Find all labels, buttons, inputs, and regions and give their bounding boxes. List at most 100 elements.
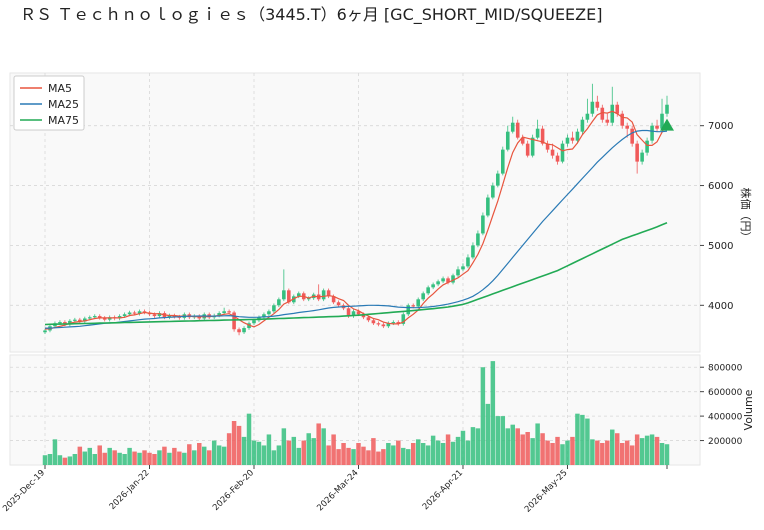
candle-body [605, 119, 610, 123]
candle-body [267, 311, 271, 315]
candle-body [501, 149, 505, 174]
volume-bar [654, 436, 660, 465]
candle-body [232, 312, 236, 330]
candle-body [530, 137, 535, 156]
volume-bar [634, 434, 640, 465]
candle-body [78, 319, 82, 322]
candle-body [635, 143, 639, 162]
candle-body [476, 233, 480, 246]
candle-body [491, 185, 495, 198]
volume-bar [351, 449, 356, 465]
candle-body [277, 299, 281, 306]
candle-body [620, 113, 625, 126]
volume-bar [206, 450, 212, 465]
legend-label: MA25 [48, 98, 79, 111]
volume-bar [545, 440, 550, 465]
volume-bar [132, 451, 137, 465]
volume-bar [316, 423, 321, 465]
legend: MA5 MA25 MA75 [13, 75, 85, 131]
volume-bar [610, 429, 615, 465]
volume-bar [445, 434, 451, 465]
candle-body [580, 119, 585, 132]
volume-bar [435, 440, 441, 465]
candle-body [625, 125, 629, 129]
volume-bar [649, 434, 655, 465]
x-tick-label: 2025-Dec-19 [1, 468, 47, 514]
volume-bar [177, 451, 182, 465]
volume-bar [505, 428, 511, 465]
volume-bar [624, 440, 630, 465]
candle-body [262, 314, 266, 318]
volume-bar [490, 361, 496, 465]
volume-bar [341, 443, 346, 465]
candle-body [401, 314, 406, 324]
legend-box [13, 75, 85, 131]
candle-body [127, 312, 132, 315]
volume-bar [525, 432, 530, 465]
candle-body [600, 107, 605, 120]
candle-body [421, 293, 425, 300]
candle-body [610, 104, 615, 123]
candle-body [650, 125, 654, 141]
volume-bar [107, 447, 112, 465]
candle-body [142, 311, 147, 313]
volume-bar [122, 454, 127, 465]
volume-bar [306, 433, 311, 465]
candle-body [361, 314, 366, 318]
candle-body [391, 322, 396, 324]
candle-body [595, 101, 600, 108]
candle-body [272, 305, 276, 312]
volume-bar [555, 436, 560, 465]
candle-body [58, 322, 62, 324]
ma-line [44, 221, 668, 326]
candle-body [565, 137, 570, 144]
candle-body [585, 113, 590, 120]
candle-body [68, 320, 72, 325]
volume-bar [246, 413, 252, 465]
volume-bar [182, 452, 187, 465]
volume-bar [87, 447, 93, 465]
volume-tick-label: 400000 [708, 413, 743, 423]
volume-bar [261, 445, 267, 465]
candle-body [525, 143, 530, 156]
volume-bar [231, 421, 237, 465]
volume-bar [152, 454, 157, 465]
y-tick-label: 7000 [708, 121, 733, 132]
legend-label: MA5 [48, 82, 72, 95]
volume-bar [251, 440, 257, 465]
volume-bar [77, 446, 83, 465]
volume-bar [366, 450, 371, 465]
volume-bar [440, 443, 446, 465]
volume-bar [211, 440, 217, 465]
candle-body [406, 305, 411, 315]
candle-body [381, 324, 386, 327]
volume-bar [510, 424, 515, 465]
volume-bar [580, 414, 585, 465]
candle-body [505, 131, 510, 150]
candle-body [550, 149, 555, 156]
volume-bar [241, 436, 247, 465]
candle-body [237, 329, 241, 333]
candle-body [137, 311, 142, 314]
candle-body [167, 315, 172, 318]
candle-body [242, 328, 246, 333]
volume-bar [396, 440, 401, 465]
candle-body [102, 317, 107, 320]
candle-body [366, 317, 371, 321]
candle-body [43, 330, 47, 333]
candle-body [555, 155, 560, 162]
volume-bar [515, 428, 520, 465]
y-tick-label: 4000 [708, 301, 733, 312]
volume-bar [575, 413, 580, 465]
candle-body [152, 314, 157, 317]
candle-body [655, 125, 659, 129]
candle-body [73, 319, 77, 321]
volume-bar [192, 450, 197, 465]
volume-bar [201, 446, 207, 465]
candle-body [466, 257, 470, 267]
volume-bar [664, 444, 670, 465]
price-panel [9, 72, 701, 353]
volume-bar [615, 433, 620, 465]
candle-body [396, 322, 401, 324]
candle-body [336, 302, 341, 306]
